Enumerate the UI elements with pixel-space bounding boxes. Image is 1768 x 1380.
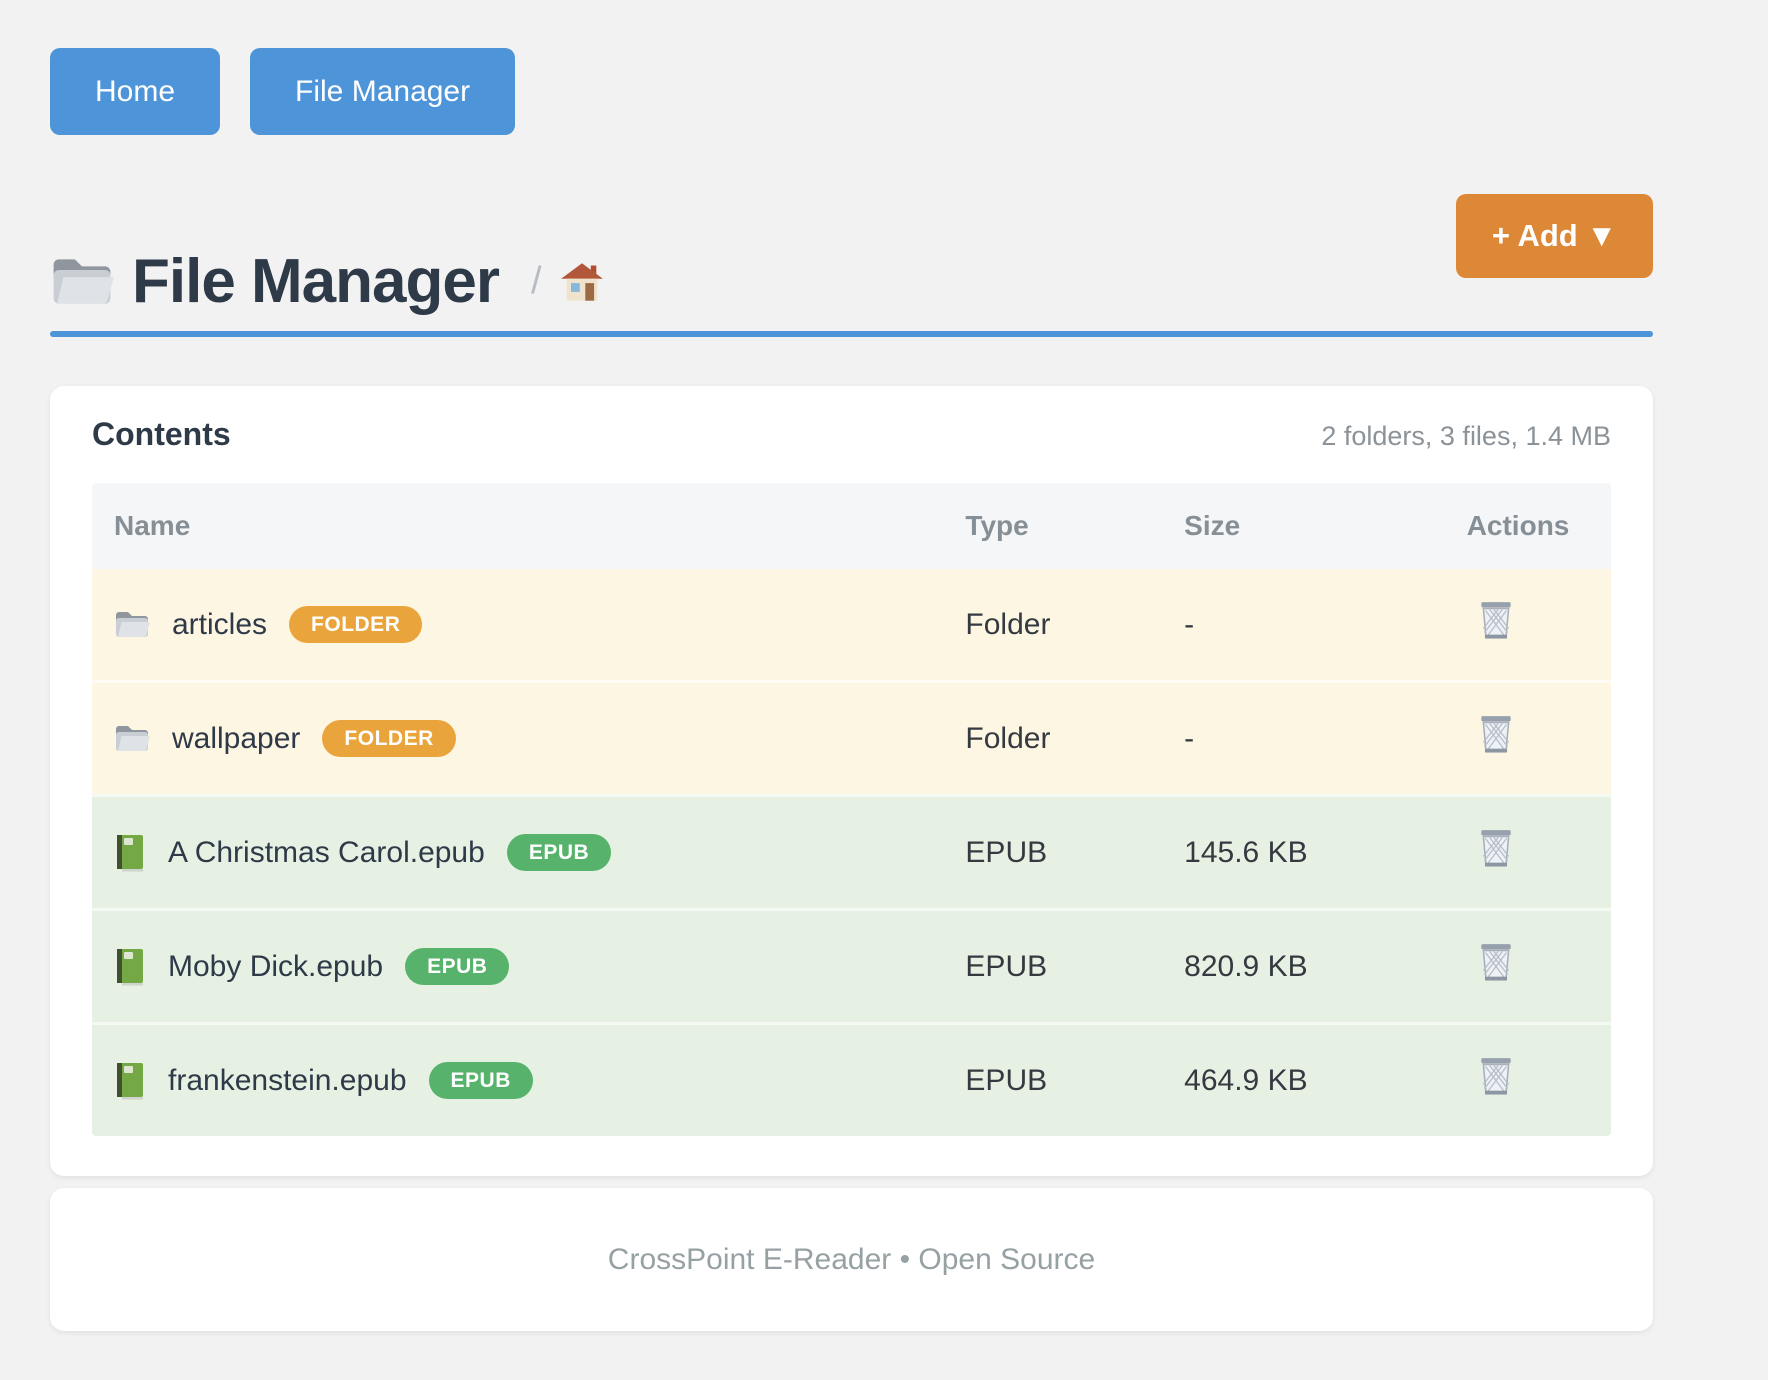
contents-summary: 2 folders, 3 files, 1.4 MB xyxy=(1321,421,1611,451)
delete-button[interactable] xyxy=(1477,942,1515,984)
type-cell: Folder xyxy=(965,607,1051,641)
type-badge: EPUB xyxy=(506,834,612,871)
type-badge: EPUB xyxy=(428,1062,533,1099)
book-icon xyxy=(114,833,146,873)
size-cell: 820.9 KB xyxy=(1184,949,1308,983)
actions-cell xyxy=(1467,942,1611,992)
type-badge: FOLDER xyxy=(289,606,423,643)
actions-cell xyxy=(1467,1056,1611,1106)
name-cell: wallpaper FOLDER xyxy=(92,720,965,757)
actions-cell xyxy=(1467,714,1611,764)
delete-button[interactable] xyxy=(1477,828,1515,870)
file-table: Name Type Size Actions articles FOLDER Folder… xyxy=(92,483,1611,1136)
actions-cell xyxy=(1467,828,1611,878)
footer-text: CrossPoint E-Reader • Open Source xyxy=(607,1242,1096,1276)
add-button[interactable]: + Add ▼ xyxy=(1455,194,1653,278)
home-icon[interactable] xyxy=(560,262,604,302)
trash-icon xyxy=(1477,828,1515,870)
delete-button[interactable] xyxy=(1477,1056,1515,1098)
nav-home-button[interactable]: Home xyxy=(50,48,221,135)
column-header-actions: Actions xyxy=(1466,510,1570,541)
type-badge: FOLDER xyxy=(322,720,456,757)
delete-button[interactable] xyxy=(1477,714,1515,756)
type-cell: Folder xyxy=(965,721,1051,755)
file-name-link[interactable]: frankenstein.epub xyxy=(168,1063,407,1097)
size-cell: - xyxy=(1184,721,1195,755)
table-row[interactable]: A Christmas Carol.epub EPUB EPUB 145.6 KB xyxy=(92,794,1611,908)
size-cell: 145.6 KB xyxy=(1184,835,1308,869)
contents-heading: Contents xyxy=(92,416,231,452)
contents-card-header: Contents 2 folders, 3 files, 1.4 MB xyxy=(92,416,1611,453)
folder-name-link[interactable]: wallpaper xyxy=(172,721,301,755)
breadcrumb-separator: / xyxy=(531,260,542,302)
trash-icon xyxy=(1477,714,1515,756)
column-header-name: Name xyxy=(114,510,191,541)
trash-icon xyxy=(1477,600,1515,642)
table-body: articles FOLDER Folder - wallpaper FOLDER Fold… xyxy=(92,569,1611,1136)
header-divider xyxy=(50,331,1653,337)
name-cell: A Christmas Carol.epub EPUB xyxy=(92,833,965,873)
trash-icon xyxy=(1477,1056,1515,1098)
actions-cell xyxy=(1467,600,1611,650)
table-row[interactable]: Moby Dick.epub EPUB EPUB 820.9 KB xyxy=(92,908,1611,1022)
nav-file-manager-button[interactable]: File Manager xyxy=(250,48,516,135)
name-cell: frankenstein.epub EPUB xyxy=(92,1061,965,1101)
footer-card: CrossPoint E-Reader • Open Source xyxy=(50,1188,1653,1331)
size-cell: 464.9 KB xyxy=(1184,1063,1308,1097)
book-icon xyxy=(114,1061,146,1101)
name-cell: articles FOLDER xyxy=(92,606,965,643)
type-badge: EPUB xyxy=(405,948,510,985)
type-cell: EPUB xyxy=(965,949,1048,983)
file-name-link[interactable]: Moby Dick.epub xyxy=(168,949,384,983)
delete-button[interactable] xyxy=(1477,600,1515,642)
title-group: File Manager / xyxy=(50,246,604,317)
size-cell: - xyxy=(1184,607,1195,641)
folder-name-link[interactable]: articles xyxy=(172,607,268,641)
top-navigation: Home File Manager xyxy=(50,48,1653,135)
type-cell: EPUB xyxy=(965,835,1048,869)
file-name-link[interactable]: A Christmas Carol.epub xyxy=(168,835,485,869)
trash-icon xyxy=(1477,942,1515,984)
table-row[interactable]: frankenstein.epub EPUB EPUB 464.9 KB xyxy=(92,1022,1611,1136)
type-cell: EPUB xyxy=(965,1063,1048,1097)
table-row[interactable]: articles FOLDER Folder - xyxy=(92,569,1611,680)
folder-icon xyxy=(114,723,150,754)
table-header-row: Name Type Size Actions xyxy=(92,483,1611,569)
book-icon xyxy=(114,947,146,987)
column-header-type: Type xyxy=(965,510,1029,541)
page: Home File Manager File Manager / + Add ▼… xyxy=(50,48,1653,1331)
table-row[interactable]: wallpaper FOLDER Folder - xyxy=(92,680,1611,794)
page-header: File Manager / + Add ▼ xyxy=(50,194,1653,317)
contents-card: Contents 2 folders, 3 files, 1.4 MB Name… xyxy=(50,386,1653,1176)
name-cell: Moby Dick.epub EPUB xyxy=(92,947,965,987)
folder-icon xyxy=(114,609,150,640)
folder-icon xyxy=(50,254,114,309)
page-title: File Manager xyxy=(132,247,500,316)
column-header-size: Size xyxy=(1184,510,1241,541)
